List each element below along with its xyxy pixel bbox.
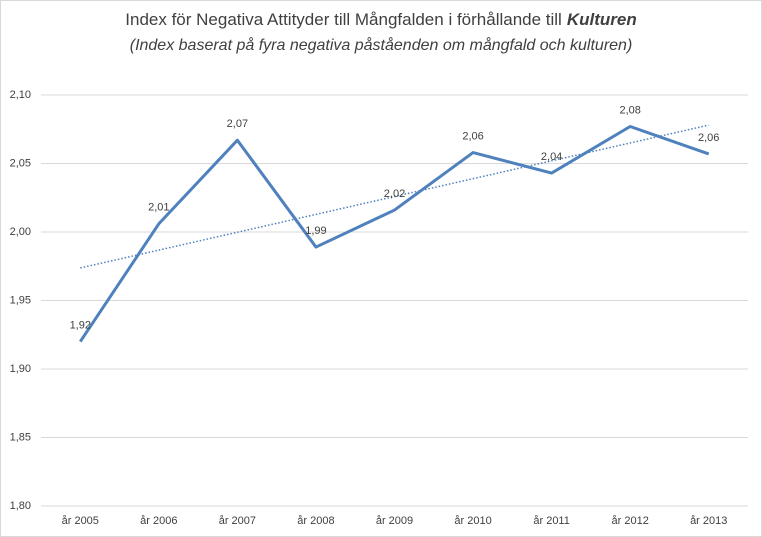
data-label: 2,01 bbox=[148, 202, 169, 214]
x-tick-label: år 2005 bbox=[62, 515, 99, 527]
title-emphasis: Kulturen bbox=[567, 10, 637, 29]
x-tick-label: år 2008 bbox=[297, 515, 334, 527]
y-tick-label: 2,05 bbox=[10, 157, 31, 169]
y-tick-label: 1,90 bbox=[10, 363, 31, 375]
x-tick-label: år 2011 bbox=[533, 515, 570, 527]
trendline bbox=[80, 124, 709, 269]
x-tick-label: år 2013 bbox=[690, 515, 727, 527]
data-label: 2,02 bbox=[384, 188, 405, 200]
chart-subtitle: (Index baserat på fyra negativa påståend… bbox=[130, 36, 633, 54]
y-tick-label: 2,00 bbox=[10, 226, 31, 238]
title-text: Index för Negativa Attityder till Mångfa… bbox=[125, 10, 562, 29]
x-tick-label: år 2006 bbox=[140, 515, 177, 527]
x-tick-label: år 2010 bbox=[454, 515, 491, 527]
chart-title: Index för Negativa Attityder till Mångfa… bbox=[125, 10, 636, 29]
y-tick-label: 1,80 bbox=[10, 500, 31, 512]
x-tick-label: år 2007 bbox=[219, 515, 256, 527]
data-label: 1,99 bbox=[305, 225, 326, 237]
x-tick-label: år 2009 bbox=[376, 515, 413, 527]
y-tick-label: 1,95 bbox=[10, 294, 31, 306]
x-tick-label: år 2012 bbox=[612, 515, 649, 527]
y-tick-label: 2,10 bbox=[10, 89, 31, 101]
y-tick-label: 1,85 bbox=[10, 431, 31, 443]
data-label: 2,04 bbox=[541, 151, 562, 163]
data-label: 2,08 bbox=[619, 104, 640, 116]
data-label: 2,06 bbox=[462, 130, 483, 142]
data-label: 1,92 bbox=[70, 320, 91, 332]
data-line bbox=[79, 125, 710, 343]
data-label: 2,07 bbox=[227, 118, 248, 130]
data-label: 2,06 bbox=[698, 132, 719, 144]
